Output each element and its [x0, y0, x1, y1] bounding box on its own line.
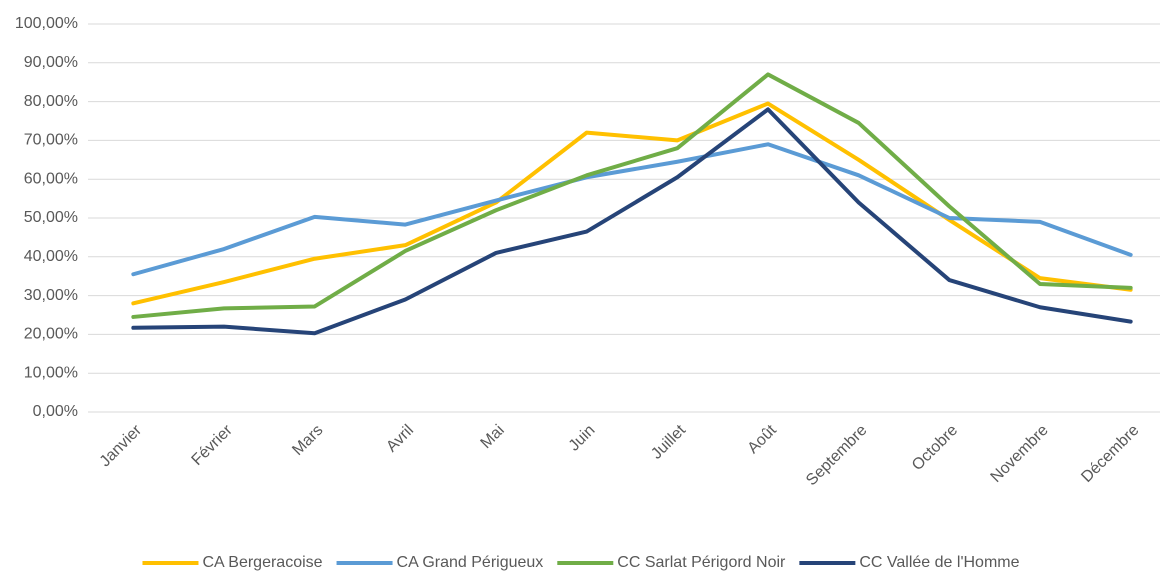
x-tick-label: Décembre — [1078, 422, 1142, 486]
y-tick-label: 90,00% — [24, 54, 78, 71]
x-tick-label: Juillet — [648, 421, 689, 462]
legend-label: CA Bergeracoise — [202, 554, 322, 571]
y-tick-label: 0,00% — [33, 403, 78, 420]
x-tick-label: Novembre — [988, 422, 1052, 486]
y-tick-label: 10,00% — [24, 364, 78, 381]
line-series — [131, 107, 1133, 336]
x-tick-label: Mars — [289, 422, 326, 459]
x-tick-label: Mai — [478, 422, 508, 452]
y-tick-label: 60,00% — [24, 170, 78, 187]
y-tick-label: 20,00% — [24, 326, 78, 343]
y-tick-label: 40,00% — [24, 248, 78, 265]
x-tick-label: Août — [745, 421, 781, 457]
x-tick-label: Avril — [383, 422, 417, 456]
y-tick-label: 70,00% — [24, 132, 78, 149]
y-tick-label: 50,00% — [24, 209, 78, 226]
line-series — [131, 101, 1133, 306]
x-tick-label: Octobre — [909, 422, 961, 474]
legend-label: CC Vallée de l'Homme — [859, 554, 1019, 571]
x-tick-label: Janvier — [97, 421, 146, 470]
y-tick-label: 80,00% — [24, 93, 78, 110]
line-series — [131, 72, 1133, 319]
legend-label: CC Sarlat Périgord Noir — [617, 554, 786, 571]
legend-label: CA Grand Périgueux — [397, 554, 544, 571]
y-tick-label: 30,00% — [24, 287, 78, 304]
x-tick-label: Février — [189, 421, 237, 469]
y-tick-label: 100,00% — [15, 15, 78, 32]
x-tick-label: Septembre — [803, 422, 870, 489]
x-tick-label: Juin — [566, 422, 599, 455]
